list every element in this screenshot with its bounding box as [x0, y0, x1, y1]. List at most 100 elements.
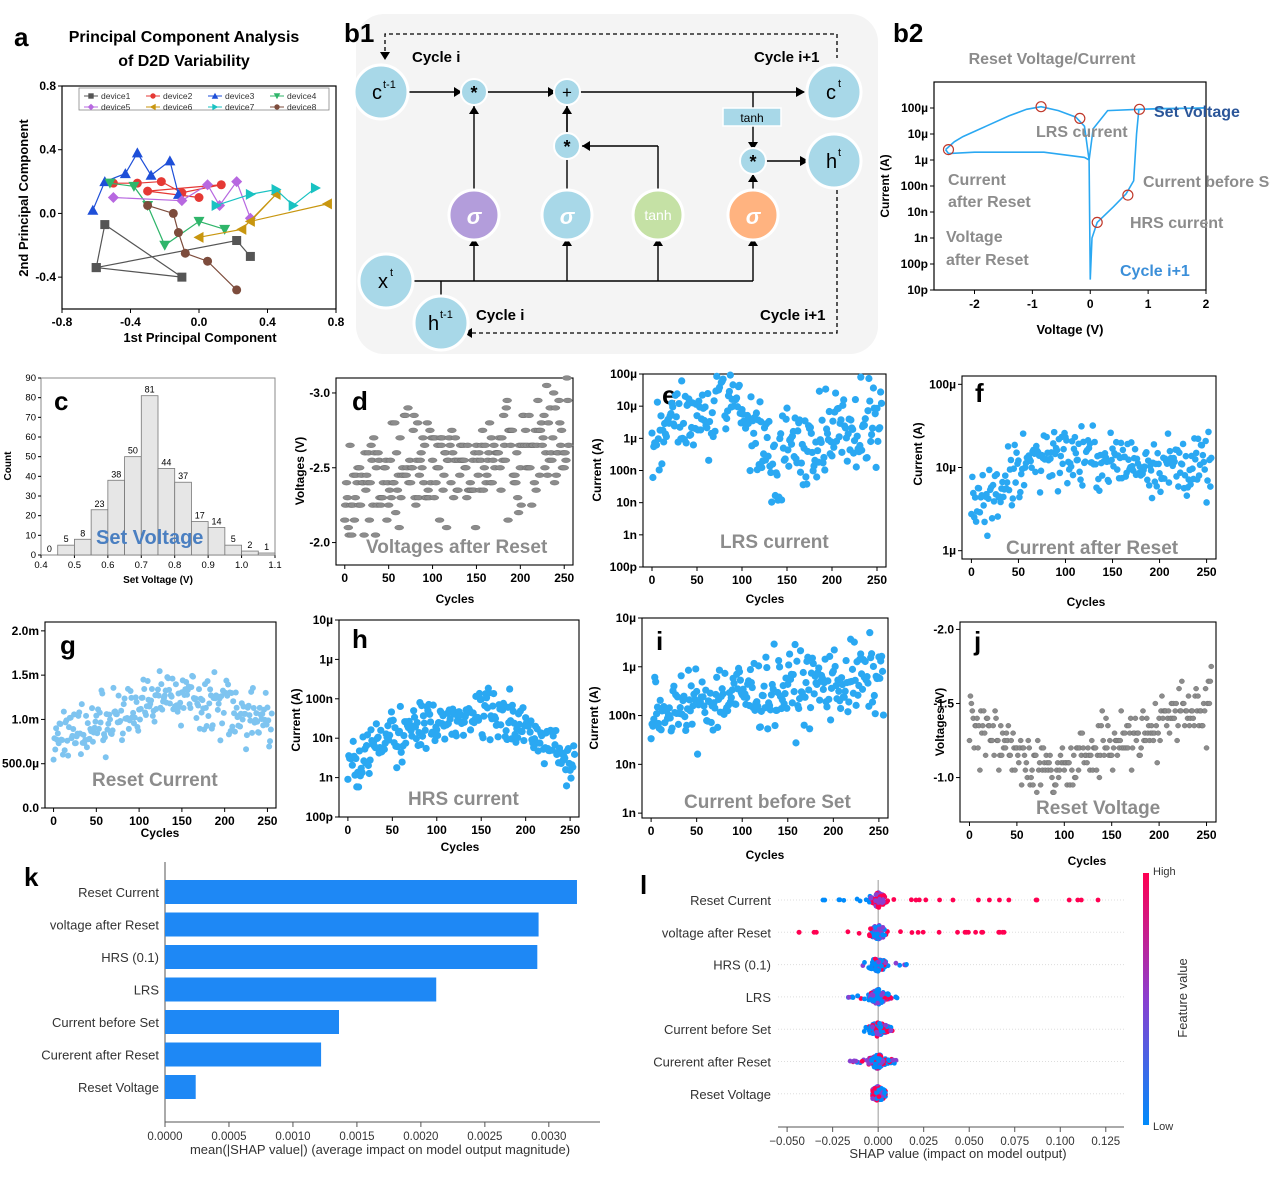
data-point	[396, 495, 406, 501]
bar-category-label: Reset Voltage	[78, 1080, 159, 1095]
x-tick-label: 2	[1203, 297, 1210, 311]
shap-point	[876, 926, 882, 932]
data-point	[537, 442, 547, 448]
data-point	[981, 730, 988, 736]
x-tick-label: 200	[516, 823, 536, 837]
x-tick-label: 150	[777, 573, 797, 587]
x-tick-label: 0.5	[68, 560, 81, 571]
data-point	[1104, 745, 1110, 751]
x-tick-label: 100	[423, 571, 443, 585]
legend-label: device3	[225, 91, 255, 101]
data-point	[447, 427, 457, 433]
data-point	[204, 678, 211, 685]
data-point	[364, 761, 372, 770]
data-point	[816, 696, 824, 704]
data-point	[133, 698, 140, 705]
data-point	[1207, 483, 1214, 490]
y-tick-label: 0	[31, 550, 36, 561]
data-point	[549, 480, 560, 486]
data-point	[819, 459, 827, 467]
data-point	[1029, 767, 1035, 773]
bar	[165, 1042, 322, 1067]
panel-f-overlay-label: Current after Reset	[1006, 538, 1179, 559]
marker-triangle-right	[212, 103, 219, 111]
data-point	[161, 692, 168, 699]
x-tick-label: 0	[968, 565, 975, 579]
data-point	[267, 738, 274, 745]
data-point	[427, 457, 438, 463]
data-point	[652, 710, 661, 718]
annot-before-set: Current before Set	[1143, 174, 1270, 191]
marker-triangle-down	[104, 178, 116, 189]
data-point	[217, 737, 224, 744]
data-point	[1098, 723, 1105, 729]
data-point	[747, 393, 755, 401]
data-point	[1088, 737, 1095, 744]
data-point	[669, 403, 677, 411]
data-point	[972, 518, 980, 525]
data-point	[109, 727, 116, 734]
data-point	[1018, 782, 1025, 788]
x-tick-label: 0.0020	[403, 1131, 438, 1143]
data-point	[377, 726, 385, 734]
marker-circle	[942, 144, 955, 156]
data-point	[828, 452, 836, 460]
data-point	[205, 713, 212, 720]
data-point	[861, 415, 869, 423]
data-point	[758, 463, 766, 472]
svg-text:t-1: t-1	[383, 79, 396, 91]
data-point	[756, 398, 764, 406]
data-point	[527, 502, 537, 508]
marker-square	[232, 236, 242, 246]
data-point	[853, 432, 861, 440]
data-point	[139, 694, 146, 701]
svg-text:c: c	[372, 82, 382, 104]
data-point	[827, 716, 835, 724]
data-point	[265, 717, 272, 724]
data-point	[183, 678, 190, 685]
data-point	[453, 487, 463, 493]
panel-c-ticks: 0.4 0.5 0.6 0.7 0.8 0.9 1.0 1.10102030405060708…	[25, 373, 281, 571]
data-point	[1107, 737, 1113, 744]
marker-circle	[143, 200, 153, 210]
y-tick-label: 100µ	[901, 101, 928, 115]
data-point	[562, 375, 572, 381]
data-point	[1108, 752, 1115, 758]
data-point	[562, 782, 571, 790]
marker-circle	[143, 186, 153, 196]
marker-diamond	[107, 192, 119, 203]
panel-c-xlabel: Set Voltage (V)	[123, 575, 193, 586]
annot-reset: Reset Voltage/Current	[969, 51, 1137, 68]
data-point	[990, 498, 998, 505]
panel-a-xlabel: 1st Principal Component	[123, 330, 277, 345]
shap-point	[868, 926, 873, 932]
data-point	[474, 716, 483, 724]
data-point	[670, 422, 679, 430]
data-point	[255, 729, 262, 736]
marker-triangle-right	[310, 182, 321, 194]
data-point	[806, 725, 814, 733]
data-point	[484, 420, 495, 426]
data-point	[815, 387, 824, 395]
annot-after-reset-2: after Reset	[948, 194, 1031, 211]
data-point	[1050, 428, 1058, 436]
colorbar	[1143, 873, 1149, 1125]
data-point	[1131, 445, 1139, 453]
feature-label: LRS	[746, 990, 772, 1005]
data-point	[1100, 737, 1106, 744]
marker-triangle-left	[244, 215, 255, 227]
data-point	[569, 763, 577, 771]
y-tick-label: 100n	[306, 692, 333, 706]
data-point	[759, 692, 767, 700]
data-point	[795, 704, 803, 713]
data-point	[95, 725, 102, 732]
x-tick-label: 250	[560, 823, 580, 837]
data-point	[670, 682, 678, 690]
data-point	[206, 700, 213, 707]
data-point	[195, 702, 202, 709]
data-point	[407, 465, 418, 471]
data-point	[508, 701, 516, 709]
data-point	[382, 517, 392, 523]
data-point	[1152, 700, 1159, 707]
data-point	[502, 397, 512, 404]
